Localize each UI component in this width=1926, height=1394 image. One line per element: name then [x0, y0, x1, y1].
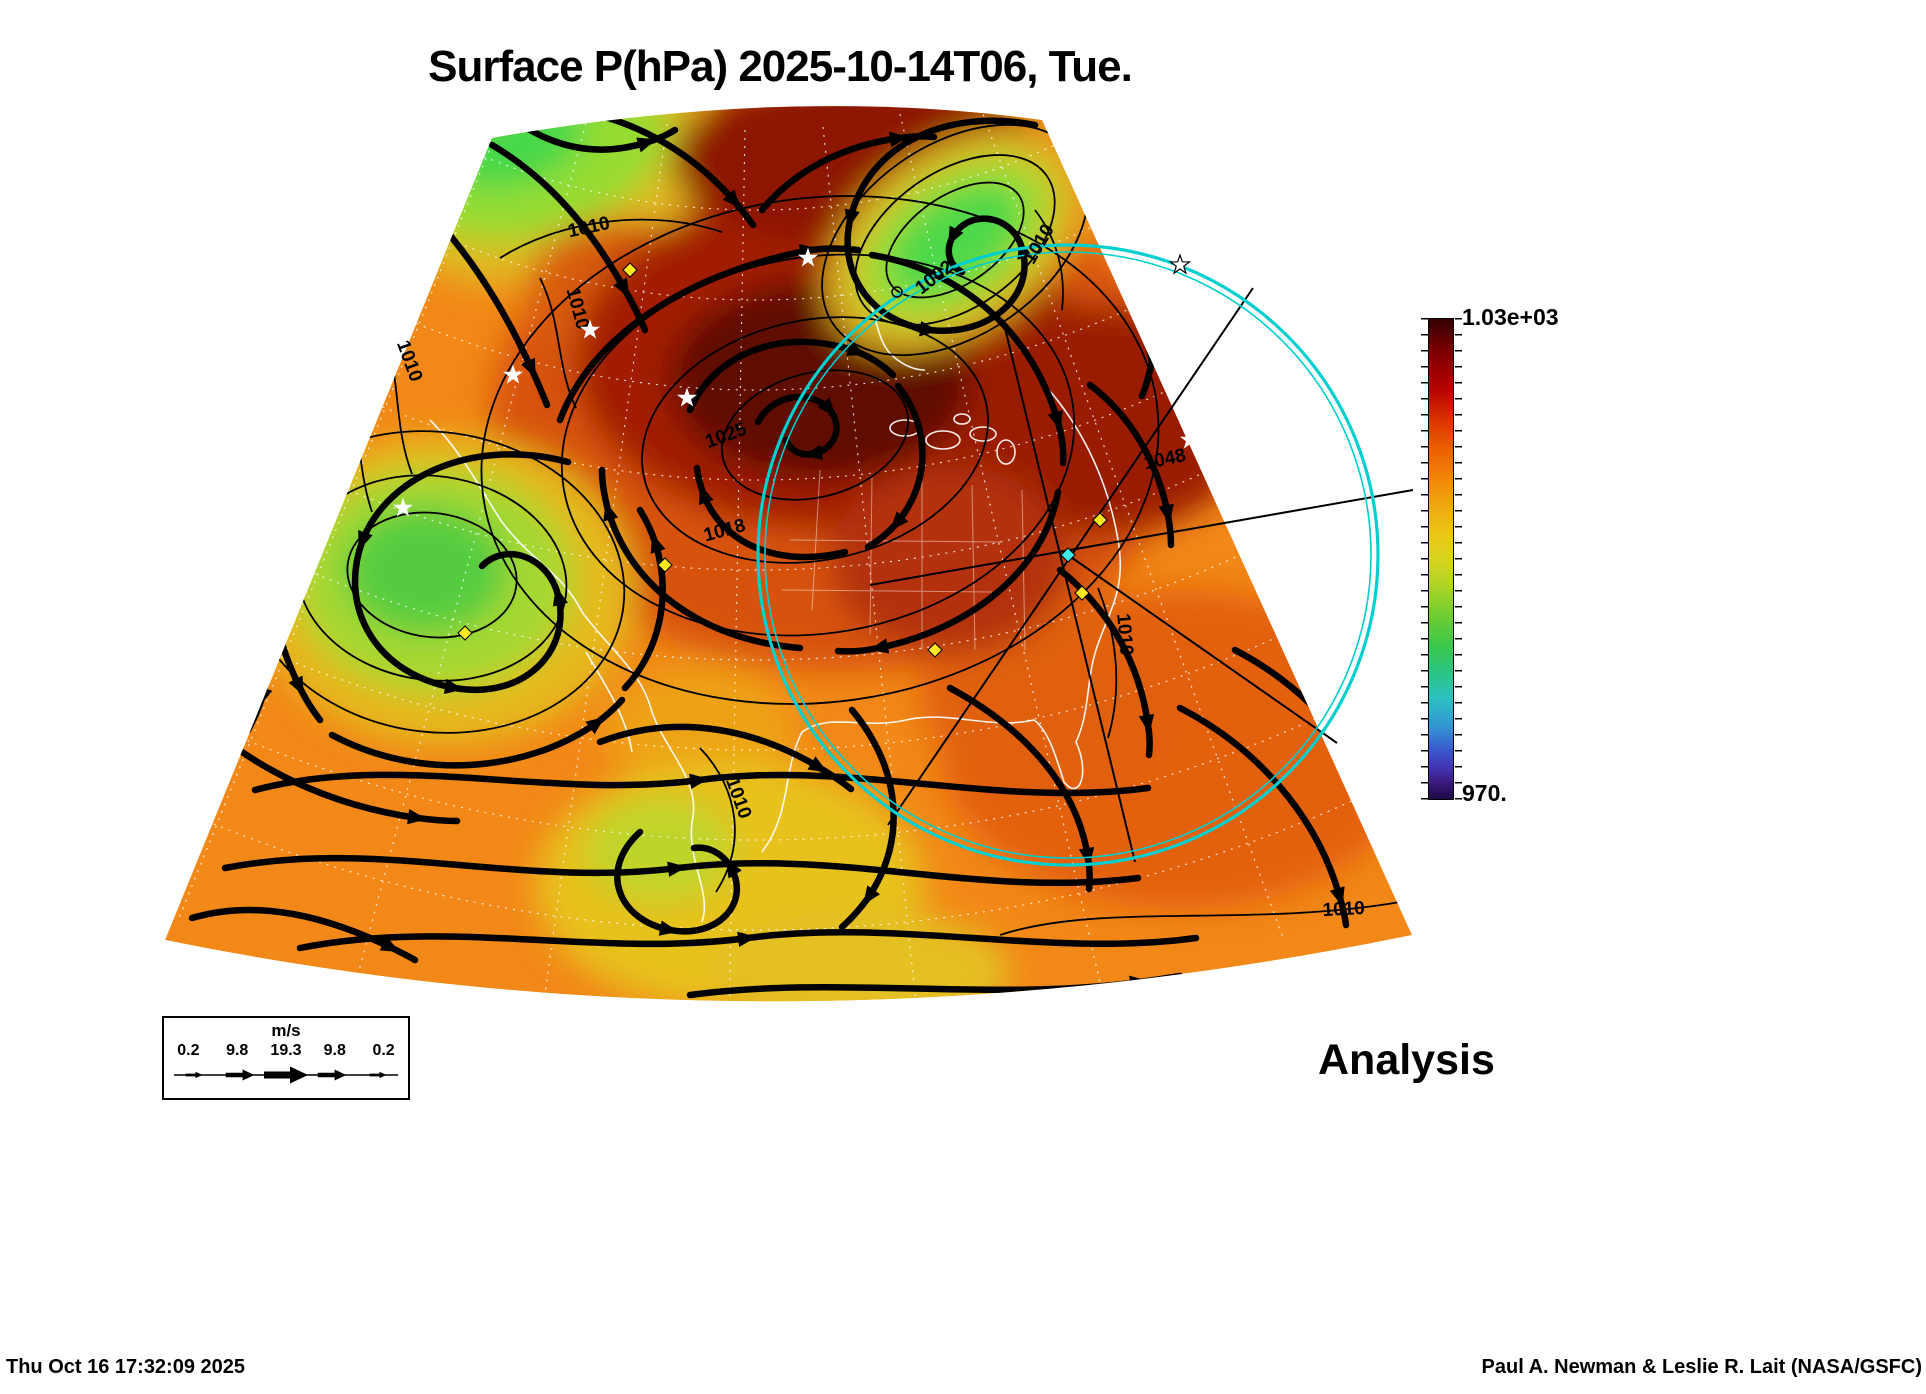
- wind-value: 0.2: [177, 1042, 200, 1059]
- station-star-icon: [797, 247, 819, 267]
- pressure-map: 1010101010101002101010251018104810101010…: [165, 106, 1414, 1002]
- station-diamond: [1074, 585, 1090, 601]
- station-star-icon: [676, 387, 698, 407]
- station-diamond: [622, 262, 638, 278]
- range-circle-inner: [764, 251, 1372, 859]
- credit-line: Paul A. Newman & Leslie R. Lait (NASA/GS…: [1481, 1356, 1922, 1378]
- station-diamond: [657, 557, 673, 573]
- generation-timestamp: Thu Oct 16 17:32:09 2025: [6, 1356, 246, 1378]
- wind-arrow-scale-icon: [174, 1066, 398, 1084]
- wind-unit-label: m/s: [271, 1021, 301, 1040]
- page-title: Surface P(hPa) 2025-10-14T06, Tue.: [428, 42, 1133, 91]
- contour-label: 1010: [1322, 898, 1365, 921]
- station-diamond: [1092, 512, 1108, 528]
- wind-streamlines: [188, 106, 1400, 999]
- colorbar-gradient: [1428, 318, 1454, 800]
- station-star-icon: [392, 497, 414, 517]
- lake-outline: [969, 426, 997, 442]
- analysis-label: Analysis: [1318, 1036, 1495, 1084]
- colorbar: [1420, 312, 1484, 806]
- low-center-marker: [891, 286, 903, 298]
- station-star-icon: [579, 319, 601, 339]
- range-circle: [756, 243, 1380, 867]
- lake-outline: [953, 413, 971, 425]
- colorbar-ticks-right: [1455, 318, 1462, 800]
- colorbar-ticks-left: [1421, 318, 1428, 800]
- graticule: [165, 106, 1412, 1002]
- wind-value: 0.2: [372, 1042, 395, 1059]
- station-diamond: [457, 625, 473, 641]
- wind-speed-values: 0.2 9.8 19.3 9.8 0.2: [164, 1042, 408, 1060]
- station-star-icon: [502, 364, 524, 384]
- center-station-diamond: [1060, 547, 1076, 563]
- wind-value: 9.8: [226, 1042, 249, 1059]
- contour-label: 1010: [1112, 613, 1137, 657]
- azimuth-line: [869, 489, 1414, 586]
- wind-speed-legend: m/s 0.2 9.8 19.3 9.8 0.2: [162, 1016, 410, 1100]
- lake-outline: [925, 430, 961, 450]
- station-star-icon: [1179, 429, 1201, 449]
- azimuth-line: [1067, 554, 1338, 744]
- wind-value: 9.8: [323, 1042, 346, 1059]
- wind-value: 19.3: [270, 1042, 302, 1059]
- lake-outline: [996, 439, 1016, 465]
- colorbar-max-label: 1.03e+03: [1462, 304, 1559, 330]
- station-diamond: [927, 642, 943, 658]
- outline-star-icon: [1168, 253, 1192, 275]
- azimuth-line: [1002, 319, 1136, 863]
- colorbar-min-label: 970.: [1462, 780, 1507, 806]
